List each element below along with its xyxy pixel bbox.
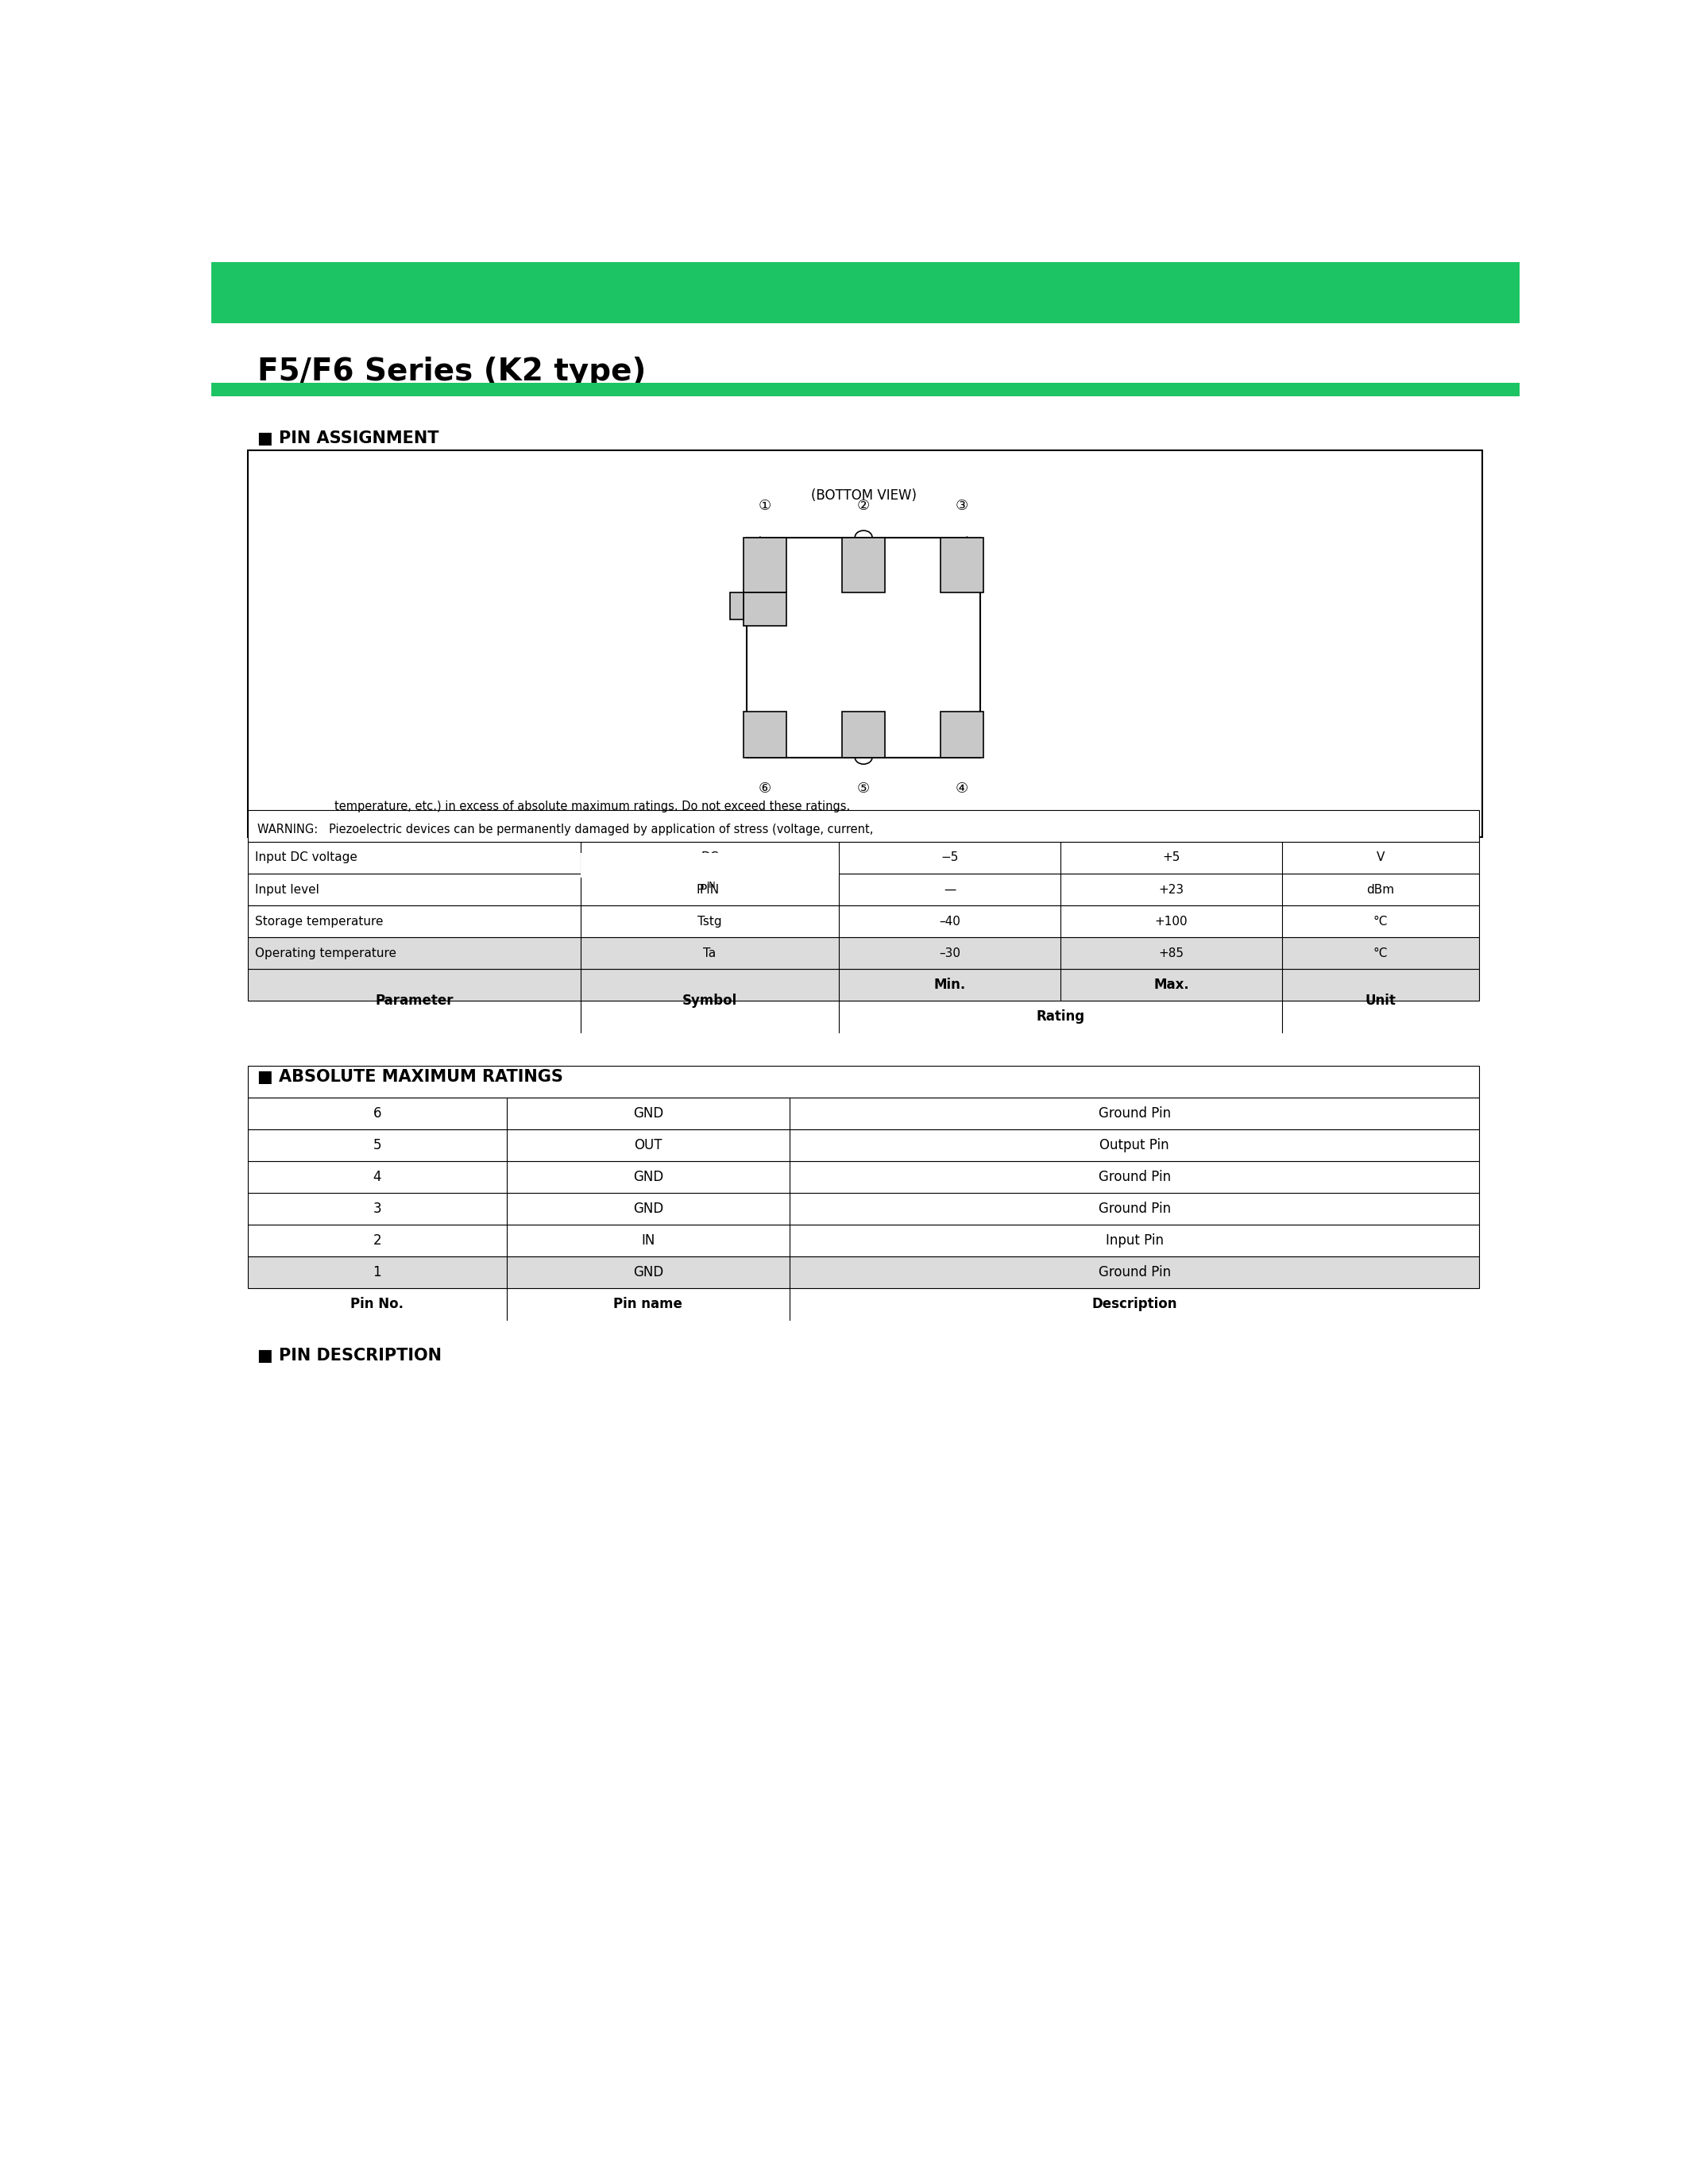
Bar [248, 970, 1479, 1000]
Bar [248, 1192, 1479, 1225]
Text: Pin name: Pin name [614, 1297, 682, 1310]
Text: Ground Pin: Ground Pin [1099, 1265, 1171, 1280]
Bar [248, 937, 1479, 970]
Text: 3: 3 [373, 1201, 381, 1216]
Text: (BOTTOM VIEW): (BOTTOM VIEW) [810, 489, 917, 502]
Text: V: V [1377, 852, 1384, 863]
Text: Symbol: Symbol [682, 994, 738, 1009]
Text: Storage temperature: Storage temperature [255, 915, 383, 928]
Bar [211, 382, 1519, 397]
Text: F5/F6 Series (K2 type): F5/F6 Series (K2 type) [257, 356, 647, 387]
Bar [842, 537, 885, 592]
Text: GND: GND [633, 1201, 663, 1216]
Text: Input level: Input level [255, 885, 319, 895]
Bar [746, 537, 981, 758]
Bar [248, 1256, 1479, 1289]
Bar [248, 1162, 1479, 1192]
Text: +100: +100 [1155, 915, 1188, 928]
Text: ①: ① [758, 498, 771, 513]
Text: Max.: Max. [1153, 978, 1188, 992]
Text: temperature, etc.) in excess of absolute maximum ratings. Do not exceed these ra: temperature, etc.) in excess of absolute… [334, 799, 849, 812]
Bar [940, 537, 984, 592]
Bar [248, 810, 1479, 841]
Text: −5: −5 [940, 852, 959, 863]
Text: P: P [695, 885, 704, 895]
Bar [248, 1066, 1479, 1096]
Text: ④: ④ [955, 782, 969, 797]
Polygon shape [746, 537, 760, 550]
Text: +23: +23 [1158, 885, 1185, 895]
Text: ⑤: ⑤ [858, 782, 869, 797]
Bar [248, 906, 1479, 937]
Text: dBm: dBm [1367, 885, 1394, 895]
Text: 1: 1 [373, 1265, 381, 1280]
Bar [581, 852, 839, 878]
Text: +5: +5 [1163, 852, 1180, 863]
Bar [743, 712, 787, 758]
Text: Input Pin: Input Pin [1106, 1234, 1163, 1247]
Bar [248, 1129, 1479, 1162]
Text: 2: 2 [257, 277, 265, 293]
Text: WARNING:   Piezoelectric devices can be permanently damaged by application of st: WARNING: Piezoelectric devices can be pe… [257, 823, 873, 834]
Text: —: — [944, 885, 955, 895]
Bar [248, 450, 1482, 836]
Bar [248, 874, 1479, 906]
Text: Min.: Min. [933, 978, 966, 992]
Text: ■ PIN DESCRIPTION: ■ PIN DESCRIPTION [257, 1348, 442, 1363]
Text: 4: 4 [373, 1171, 381, 1184]
Text: 5: 5 [373, 1138, 381, 1153]
Bar [743, 592, 787, 627]
Text: IN: IN [641, 1234, 655, 1247]
Text: GND: GND [633, 1105, 663, 1120]
Text: PIN: PIN [701, 885, 719, 895]
Text: –30: –30 [939, 948, 960, 959]
Bar [842, 712, 885, 758]
Text: GND: GND [633, 1171, 663, 1184]
Text: GND: GND [633, 1265, 663, 1280]
Bar [743, 537, 787, 592]
Text: Ta: Ta [704, 948, 716, 959]
Text: Ground Pin: Ground Pin [1099, 1171, 1171, 1184]
Text: Unit: Unit [1366, 994, 1396, 1009]
Polygon shape [746, 745, 760, 758]
Text: Tstg: Tstg [697, 915, 722, 928]
Text: –40: –40 [939, 915, 960, 928]
Text: ⑥: ⑥ [758, 782, 771, 797]
Text: +85: +85 [1158, 948, 1183, 959]
Text: Description: Description [1092, 1297, 1177, 1310]
Text: Output Pin: Output Pin [1099, 1138, 1170, 1153]
Bar [729, 592, 743, 620]
Text: ■ PIN ASSIGNMENT: ■ PIN ASSIGNMENT [257, 430, 439, 446]
Polygon shape [967, 537, 981, 550]
Text: Pin No.: Pin No. [351, 1297, 403, 1310]
Text: 2: 2 [373, 1234, 381, 1247]
Bar [248, 1225, 1479, 1256]
Text: Ground Pin: Ground Pin [1099, 1105, 1171, 1120]
Text: Input DC voltage: Input DC voltage [255, 852, 358, 863]
Text: Parameter: Parameter [375, 994, 454, 1009]
Text: °C: °C [1374, 915, 1388, 928]
Bar [248, 1096, 1479, 1129]
Polygon shape [967, 745, 981, 758]
Text: ③: ③ [955, 498, 969, 513]
Text: DC: DC [701, 852, 719, 863]
Bar [211, 262, 1519, 323]
Text: °C: °C [1374, 948, 1388, 959]
Bar [248, 841, 1479, 874]
Text: Operating temperature: Operating temperature [255, 948, 397, 959]
Text: ②: ② [858, 498, 869, 513]
Text: ■ ABSOLUTE MAXIMUM RATINGS: ■ ABSOLUTE MAXIMUM RATINGS [257, 1070, 562, 1085]
Text: 6: 6 [373, 1105, 381, 1120]
Bar [940, 712, 984, 758]
Text: IN: IN [707, 882, 716, 889]
Text: Ground Pin: Ground Pin [1099, 1201, 1171, 1216]
Text: OUT: OUT [635, 1138, 662, 1153]
Text: Rating: Rating [1036, 1009, 1085, 1024]
